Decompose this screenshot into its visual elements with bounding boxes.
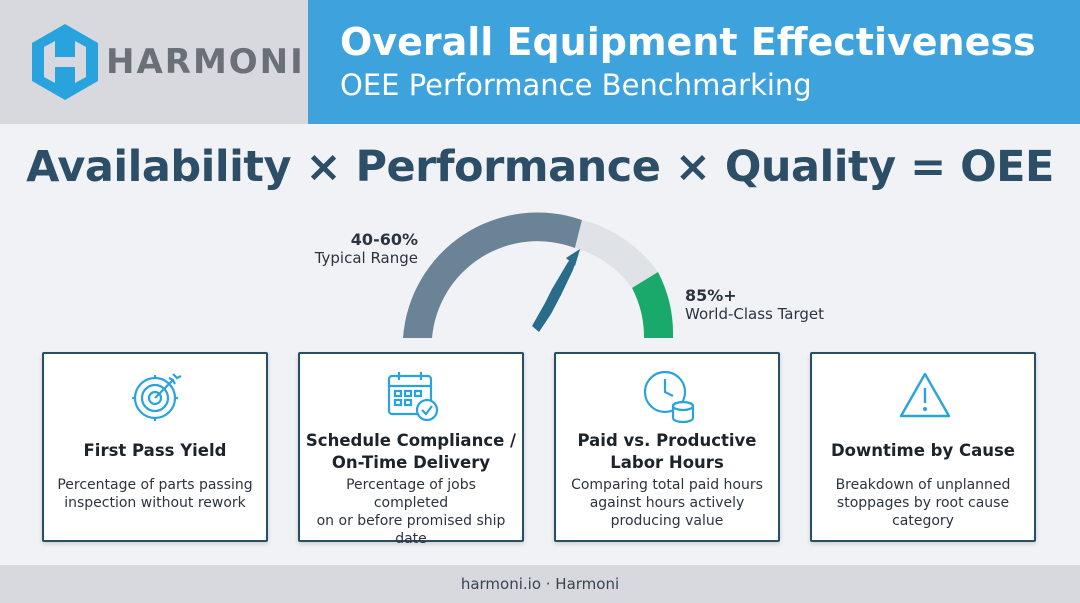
logo-area: HARMONI [0, 0, 308, 124]
card-description: Percentage of jobs completed on or befor… [316, 477, 506, 547]
target-icon [132, 373, 182, 421]
title-banner: Overall Equipment Effectiveness OEE Perf… [308, 0, 1080, 124]
footer: harmoni.io · Harmoni [0, 565, 1080, 603]
oee-formula: Availability × Performance × Quality = O… [26, 142, 1054, 192]
card-description: Comparing total paid hours against hours… [571, 477, 763, 529]
world-class-value: 85%+ [685, 286, 737, 305]
card-downtime-by-cause: Downtime by Cause Breakdown of unplanned… [810, 352, 1036, 542]
page-subtitle: OEE Performance Benchmarking [340, 68, 812, 102]
gauge-mid-arc [575, 220, 658, 288]
calendar-check-icon [387, 372, 439, 422]
card-schedule-compliance: Schedule Compliance / On-Time Delivery P… [298, 352, 524, 547]
card-first-pass-yield: First Pass Yield Percentage of parts pas… [42, 352, 268, 542]
brand-name: HARMONI [106, 42, 305, 82]
card-paid-vs-productive: Paid vs. Productive Labor Hours Comparin… [554, 352, 780, 542]
warning-icon [899, 372, 951, 418]
gauge-typical-arc [403, 212, 582, 338]
typical-range-value: 40-60% [350, 230, 418, 249]
card-description: Percentage of parts passing inspection w… [57, 477, 253, 511]
world-class-label: 85%+ World-Class Target [685, 286, 824, 323]
card-title: Paid vs. Productive Labor Hours [577, 431, 757, 472]
card-description: Breakdown of unplanned stoppages by root… [835, 477, 1011, 529]
gauge-target-arc [632, 272, 674, 338]
card-title: Schedule Compliance / On-Time Delivery [305, 431, 517, 472]
typical-range-label: 40-60% Typical Range [315, 230, 418, 267]
typical-range-text: Typical Range [314, 249, 418, 267]
harmoni-logo-icon [32, 24, 98, 100]
card-title: First Pass Yield [83, 441, 227, 460]
gauge-needle [532, 249, 580, 332]
world-class-text: World-Class Target [685, 305, 825, 323]
card-title: Downtime by Cause [830, 441, 1015, 460]
page-title: Overall Equipment Effectiveness [340, 20, 1036, 64]
clock-coins-icon [643, 370, 695, 424]
header: HARMONI Overall Equipment Effectiveness … [0, 0, 1080, 124]
